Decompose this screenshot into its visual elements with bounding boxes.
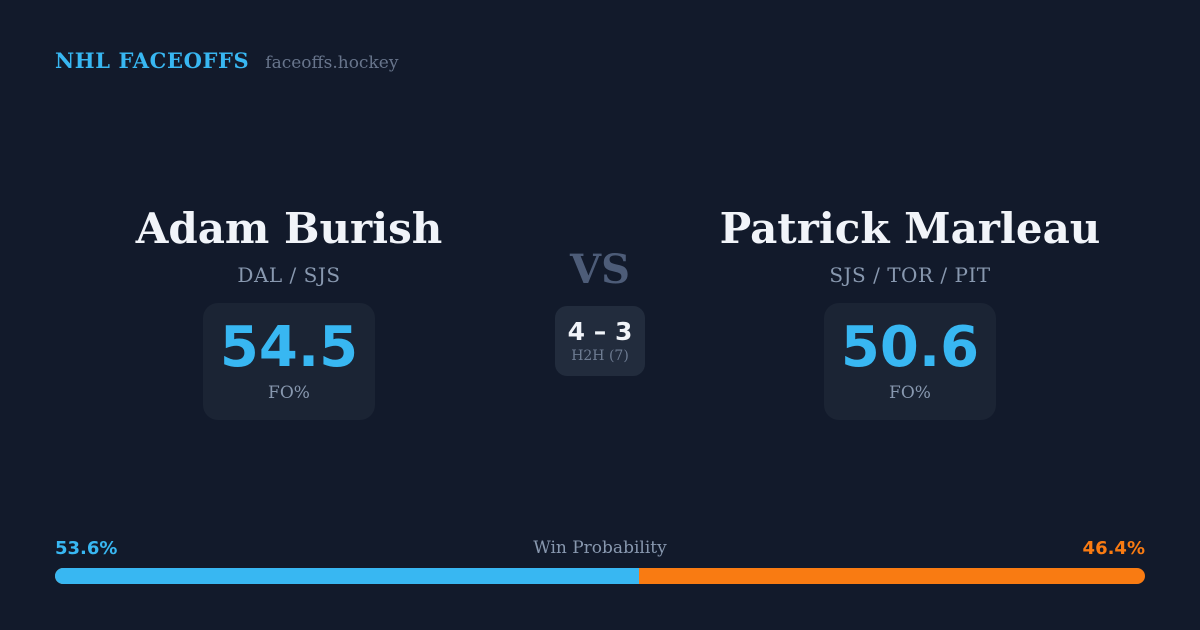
head-to-head-card: 4 – 3 H2H (7) — [555, 306, 645, 376]
site-url: faceoffs.hockey — [265, 53, 399, 73]
brand-title: NHL FACEOFFS — [55, 48, 250, 73]
win-probability-left-pct: 53.6% — [55, 538, 118, 559]
win-probability-right-pct: 46.4% — [1082, 538, 1145, 559]
header: NHL FACEOFFS faceoffs.hockey — [55, 48, 1145, 73]
faceoff-pct-value-left: 54.5 — [219, 314, 359, 380]
player-teams-right: SJS / TOR / PIT — [829, 262, 991, 287]
head-to-head-score: 4 – 3 — [567, 316, 633, 346]
win-probability-bar — [55, 568, 1145, 584]
win-probability-section: 53.6% Win Probability 46.4% — [55, 538, 1145, 584]
win-probability-labels: 53.6% Win Probability 46.4% — [55, 538, 1145, 559]
head-to-head-label: H2H (7) — [571, 347, 629, 364]
vs-label: VS — [570, 246, 630, 293]
player-name-left: Adam Burish — [135, 204, 443, 253]
win-probability-title: Win Probability — [533, 538, 667, 558]
player-name-right: Patrick Marleau — [719, 204, 1101, 253]
faceoff-stat-card-right: 50.6 FO% — [824, 302, 996, 420]
faceoff-pct-label-left: FO% — [268, 382, 310, 403]
faceoff-pct-value-right: 50.6 — [840, 314, 980, 380]
faceoff-stat-card-left: 54.5 FO% — [203, 302, 375, 420]
win-probability-bar-left-segment — [55, 568, 640, 584]
faceoff-pct-label-right: FO% — [889, 382, 931, 403]
matchup-section: Adam Burish DAL / SJS 54.5 FO% VS 4 – 3 … — [0, 203, 1200, 433]
player-panel-right: Patrick Marleau SJS / TOR / PIT 50.6 FO% — [710, 203, 1110, 420]
player-panel-left: Adam Burish DAL / SJS 54.5 FO% — [89, 203, 489, 420]
center-panel: VS 4 – 3 H2H (7) — [500, 203, 700, 376]
player-teams-left: DAL / SJS — [237, 262, 341, 287]
